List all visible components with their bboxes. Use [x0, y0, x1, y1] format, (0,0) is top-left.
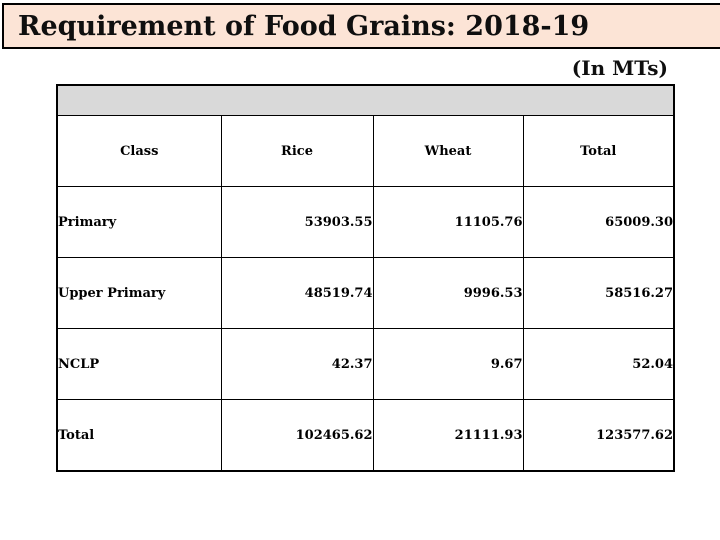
title-bar: Requirement of Food Grains: 2018-19: [2, 3, 720, 49]
wheat-value: 9996.53: [372, 257, 524, 329]
column-header-class: Class: [56, 115, 222, 187]
row-label: Primary: [56, 186, 222, 258]
table-top-band-cell: [56, 84, 675, 116]
rice-value: 102465.62: [220, 399, 374, 472]
table-header-row: Class Rice Wheat Total: [56, 115, 675, 187]
page-title: Requirement of Food Grains: 2018-19: [18, 10, 590, 42]
table-top-band: [56, 84, 675, 116]
total-value: 58516.27: [522, 257, 675, 329]
rice-value: 48519.74: [220, 257, 374, 329]
food-grains-table: Class Rice Wheat Total Primary 53903.55 …: [56, 84, 675, 472]
units-label: (In MTs): [571, 56, 668, 80]
total-value: 123577.62: [522, 399, 675, 472]
rice-value: 42.37: [220, 328, 374, 400]
table-row-nclp: NCLP 42.37 9.67 52.04: [56, 328, 675, 400]
rice-value: 53903.55: [220, 186, 374, 258]
total-value: 52.04: [522, 328, 675, 400]
table-row-upper-primary: Upper Primary 48519.74 9996.53 58516.27: [56, 257, 675, 329]
column-header-rice: Rice: [220, 115, 374, 187]
row-label: Upper Primary: [56, 257, 222, 329]
column-header-total: Total: [522, 115, 675, 187]
wheat-value: 9.67: [372, 328, 524, 400]
row-label: NCLP: [56, 328, 222, 400]
wheat-value: 11105.76: [372, 186, 524, 258]
wheat-value: 21111.93: [372, 399, 524, 472]
column-header-wheat: Wheat: [372, 115, 524, 187]
table-row-total: Total 102465.62 21111.93 123577.62: [56, 399, 675, 472]
total-value: 65009.30: [522, 186, 675, 258]
row-label: Total: [56, 399, 222, 472]
table-row-primary: Primary 53903.55 11105.76 65009.30: [56, 186, 675, 258]
